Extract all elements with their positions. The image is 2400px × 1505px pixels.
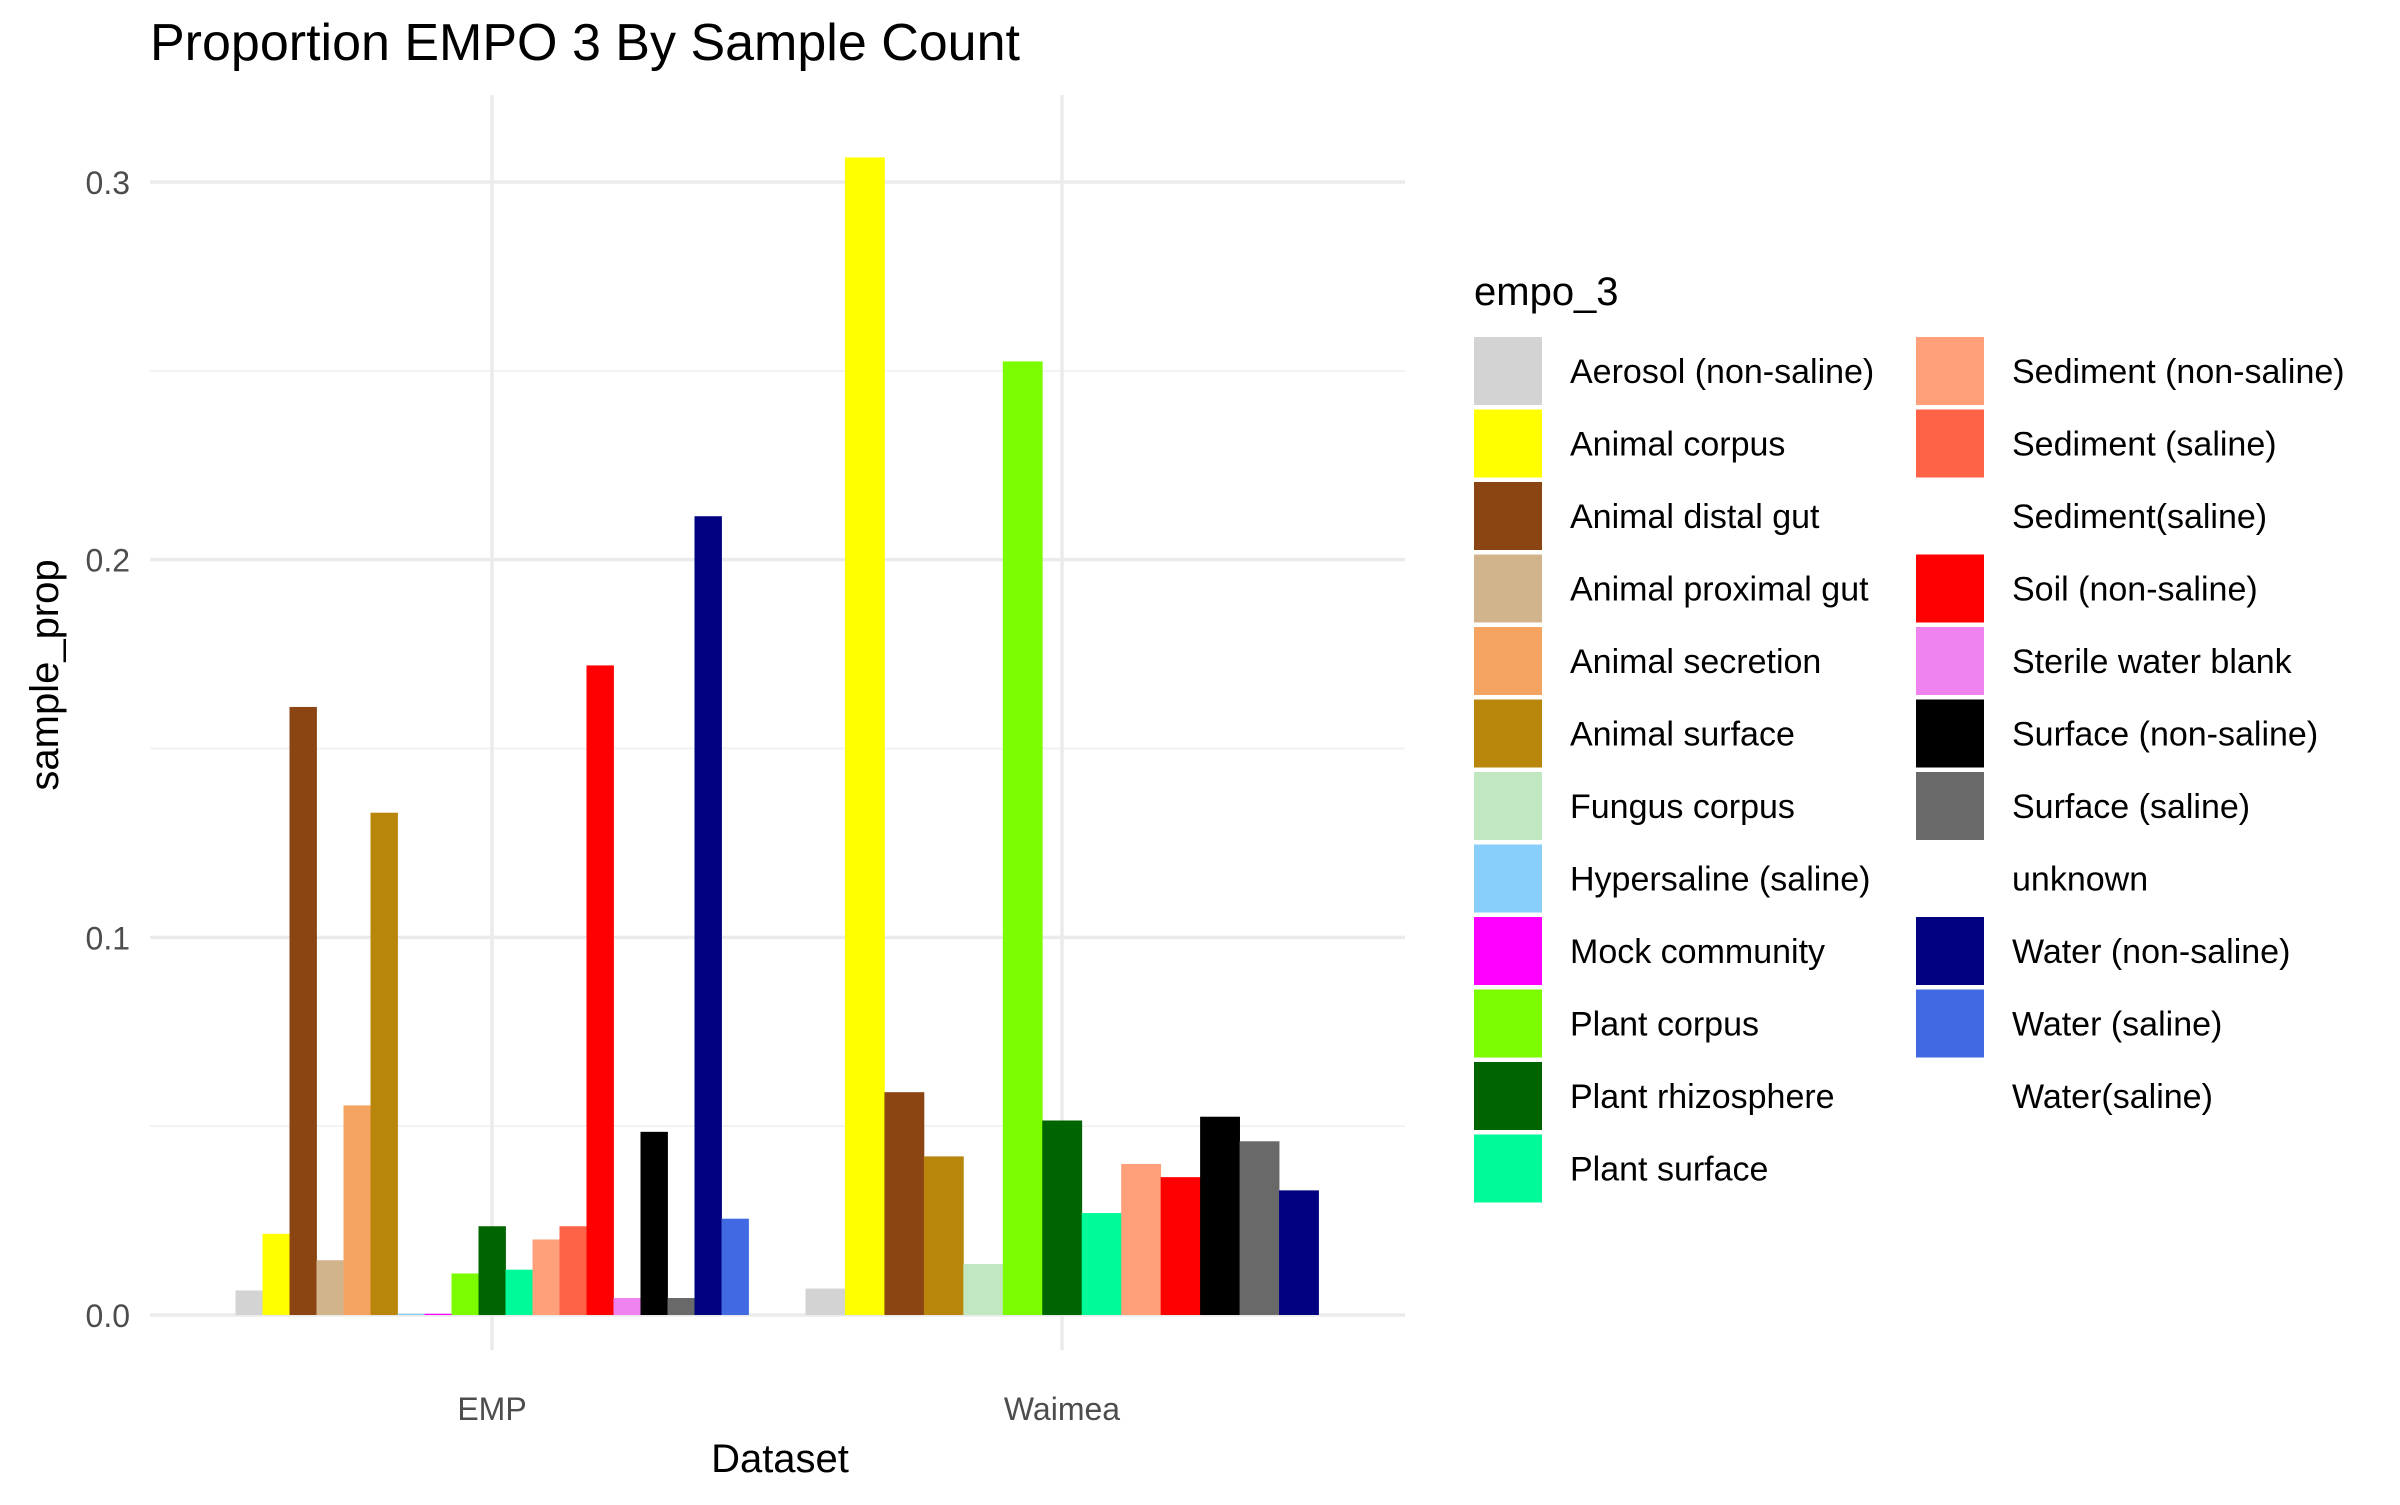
legend-key	[1916, 844, 1984, 913]
legend-label: Sediment (non-saline)	[2012, 353, 2345, 391]
legend-key	[1916, 482, 1984, 550]
y-tick-label: 0.1	[86, 920, 130, 956]
bar	[1160, 1177, 1201, 1315]
x-tick-label: Waimea	[1004, 1391, 1120, 1427]
legend-label: Water(saline)	[2012, 1078, 2213, 1116]
legend-label: Surface (saline)	[2012, 788, 2250, 826]
bar	[262, 1233, 290, 1315]
legend: Aerosol (non-saline) Animal corpus Animal …	[1474, 337, 2345, 1203]
bar	[805, 1288, 846, 1315]
legend-key	[1474, 844, 1542, 913]
y-tick-label: 0.3	[86, 165, 130, 201]
legend-label: Plant corpus	[1570, 1006, 1759, 1044]
legend-key	[1474, 554, 1542, 623]
legend-key	[1474, 699, 1542, 768]
legend-key	[1916, 554, 1984, 623]
legend-label: Animal proximal gut	[1570, 571, 1869, 609]
bar	[370, 812, 398, 1315]
bars	[235, 157, 1319, 1315]
legend-key	[1474, 409, 1542, 478]
bar	[559, 1226, 587, 1315]
bar	[721, 1218, 749, 1315]
legend-label: Animal corpus	[1570, 426, 1785, 464]
bar	[316, 1260, 344, 1315]
bar	[586, 665, 614, 1315]
bar	[451, 1273, 479, 1315]
legend-key	[1474, 772, 1542, 840]
legend-title: empo_3	[1474, 270, 1619, 314]
legend-key	[1474, 989, 1542, 1058]
legend-label: Sediment(saline)	[2012, 498, 2267, 536]
legend-key	[1474, 337, 1542, 405]
bar	[532, 1239, 560, 1315]
legend-label: Mock community	[1570, 933, 1825, 971]
bar	[1081, 1213, 1122, 1315]
legend-label: Surface (non-saline)	[2012, 716, 2318, 754]
bar	[963, 1264, 1004, 1315]
bar	[923, 1156, 964, 1315]
bar	[667, 1298, 695, 1315]
legend-key	[1916, 627, 1984, 695]
legend-label: Plant surface	[1570, 1151, 1768, 1189]
legend-label: Sediment (saline)	[2012, 426, 2277, 464]
legend-key	[1916, 337, 1984, 405]
bar	[424, 1313, 452, 1315]
y-tick-label: 0.2	[86, 543, 130, 579]
legend-key	[1474, 1062, 1542, 1130]
legend-key	[1474, 627, 1542, 695]
legend-key	[1474, 917, 1542, 985]
legend-label: Hypersaline (saline)	[1570, 861, 1870, 899]
bar	[844, 157, 885, 1315]
bar	[613, 1298, 641, 1315]
legend-label: Animal secretion	[1570, 643, 1821, 681]
x-tick-label: EMP	[457, 1391, 526, 1427]
bar	[1279, 1190, 1319, 1315]
legend-key	[1916, 917, 1984, 985]
axis-ticks: 0.0 0.1 0.2 0.3 EMP Waimea	[86, 165, 1121, 1427]
bar	[1002, 361, 1043, 1315]
legend-label: Water (non-saline)	[2012, 933, 2290, 971]
legend-key	[1916, 1062, 1984, 1130]
legend-label: Soil (non-saline)	[2012, 571, 2258, 609]
bar	[505, 1269, 533, 1315]
legend-key	[1474, 482, 1542, 550]
legend-label: Water (saline)	[2012, 1006, 2222, 1044]
legend-key	[1474, 1134, 1542, 1203]
y-axis-label: sample_prop	[23, 559, 67, 790]
legend-key	[1916, 699, 1984, 768]
bar	[640, 1131, 668, 1315]
bar	[1042, 1120, 1083, 1315]
bar	[397, 1313, 425, 1315]
legend-key	[1916, 409, 1984, 478]
bar	[1200, 1116, 1240, 1315]
bar	[884, 1092, 925, 1315]
x-axis-label: Dataset	[711, 1437, 849, 1481]
legend-label: Animal surface	[1570, 716, 1795, 754]
legend-label: Aerosol (non-saline)	[1570, 353, 1874, 391]
bar	[478, 1226, 506, 1315]
bar	[343, 1105, 371, 1315]
y-tick-label: 0.0	[86, 1298, 130, 1334]
legend-label: Animal distal gut	[1570, 498, 1820, 536]
legend-label: unknown	[2012, 861, 2148, 899]
legend-label: Plant rhizosphere	[1570, 1078, 1835, 1116]
legend-key	[1916, 989, 1984, 1058]
chart-title: Proportion EMPO 3 By Sample Count	[150, 14, 1021, 72]
legend-label: Fungus corpus	[1570, 788, 1795, 826]
legend-label: Sterile water blank	[2012, 643, 2293, 681]
bar	[1121, 1163, 1162, 1315]
bar	[235, 1290, 263, 1315]
bar	[289, 706, 317, 1315]
bar	[1239, 1141, 1280, 1315]
bar	[694, 516, 722, 1315]
legend-key	[1916, 772, 1984, 840]
